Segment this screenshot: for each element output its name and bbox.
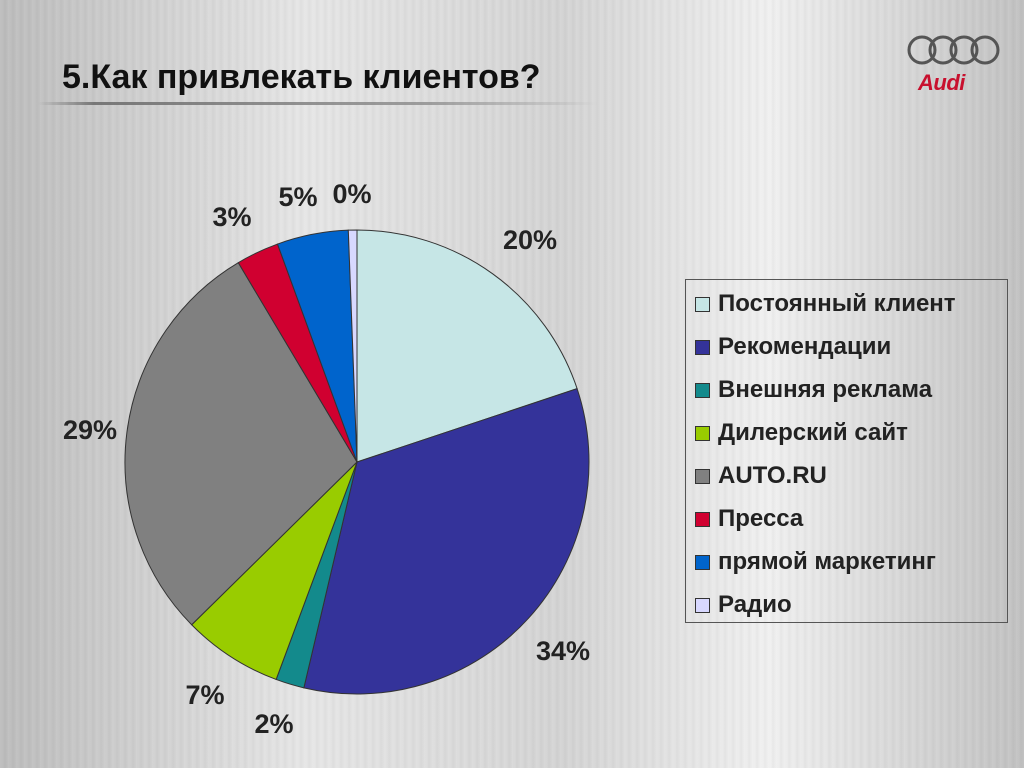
pie-value-label: 29% <box>63 415 117 445</box>
legend-item: Рекомендации <box>695 333 891 361</box>
pie-slice-0 <box>356 229 578 463</box>
chart-legend: Постоянный клиент Рекомендации Внешняя рек… <box>685 279 1008 623</box>
legend-item: Внешняя реклама <box>695 376 932 404</box>
pie-value-label: 2% <box>254 709 293 739</box>
pie-value-label: 20% <box>503 225 557 255</box>
pie-slice-1 <box>303 388 590 695</box>
legend-swatch <box>695 511 710 527</box>
audi-rings-logo <box>907 35 1000 65</box>
legend-swatch <box>695 554 710 570</box>
pie-value-label: 7% <box>185 680 224 710</box>
legend-label: Постоянный клиент <box>718 290 956 317</box>
legend-swatch <box>695 382 710 398</box>
legend-item: Дилерский сайт <box>695 419 908 447</box>
legend-label: Дилерский сайт <box>718 419 908 446</box>
audi-logo-text: Audi <box>918 70 965 95</box>
legend-swatch <box>695 339 710 355</box>
legend-swatch <box>695 425 710 441</box>
legend-item: прямой маркетинг <box>695 548 936 576</box>
legend-item: Радио <box>695 591 792 619</box>
legend-label: AUTO.RU <box>718 462 827 489</box>
legend-item: Постоянный клиент <box>695 290 956 318</box>
legend-swatch <box>695 597 710 613</box>
legend-item: Пресса <box>695 505 803 533</box>
pie-slice-7 <box>347 229 358 463</box>
pie-value-label: 5% <box>278 182 317 212</box>
pie-slice-4 <box>124 261 358 626</box>
pie-value-label: 0% <box>332 179 371 209</box>
legend-label: прямой маркетинг <box>718 548 936 575</box>
legend-swatch <box>695 468 710 484</box>
legend-label: Радио <box>718 591 792 618</box>
legend-label: Пресса <box>718 505 804 532</box>
legend-item: AUTO.RU <box>695 462 827 490</box>
pie-value-label: 34% <box>536 636 590 666</box>
legend-swatch <box>695 296 710 312</box>
legend-label: Рекомендации <box>718 333 892 360</box>
slide-title: 5.Как привлекать клиентов? <box>62 58 541 96</box>
title-divider <box>38 102 598 105</box>
pie-value-label: 3% <box>212 202 251 232</box>
legend-label: Внешняя реклама <box>718 376 933 403</box>
